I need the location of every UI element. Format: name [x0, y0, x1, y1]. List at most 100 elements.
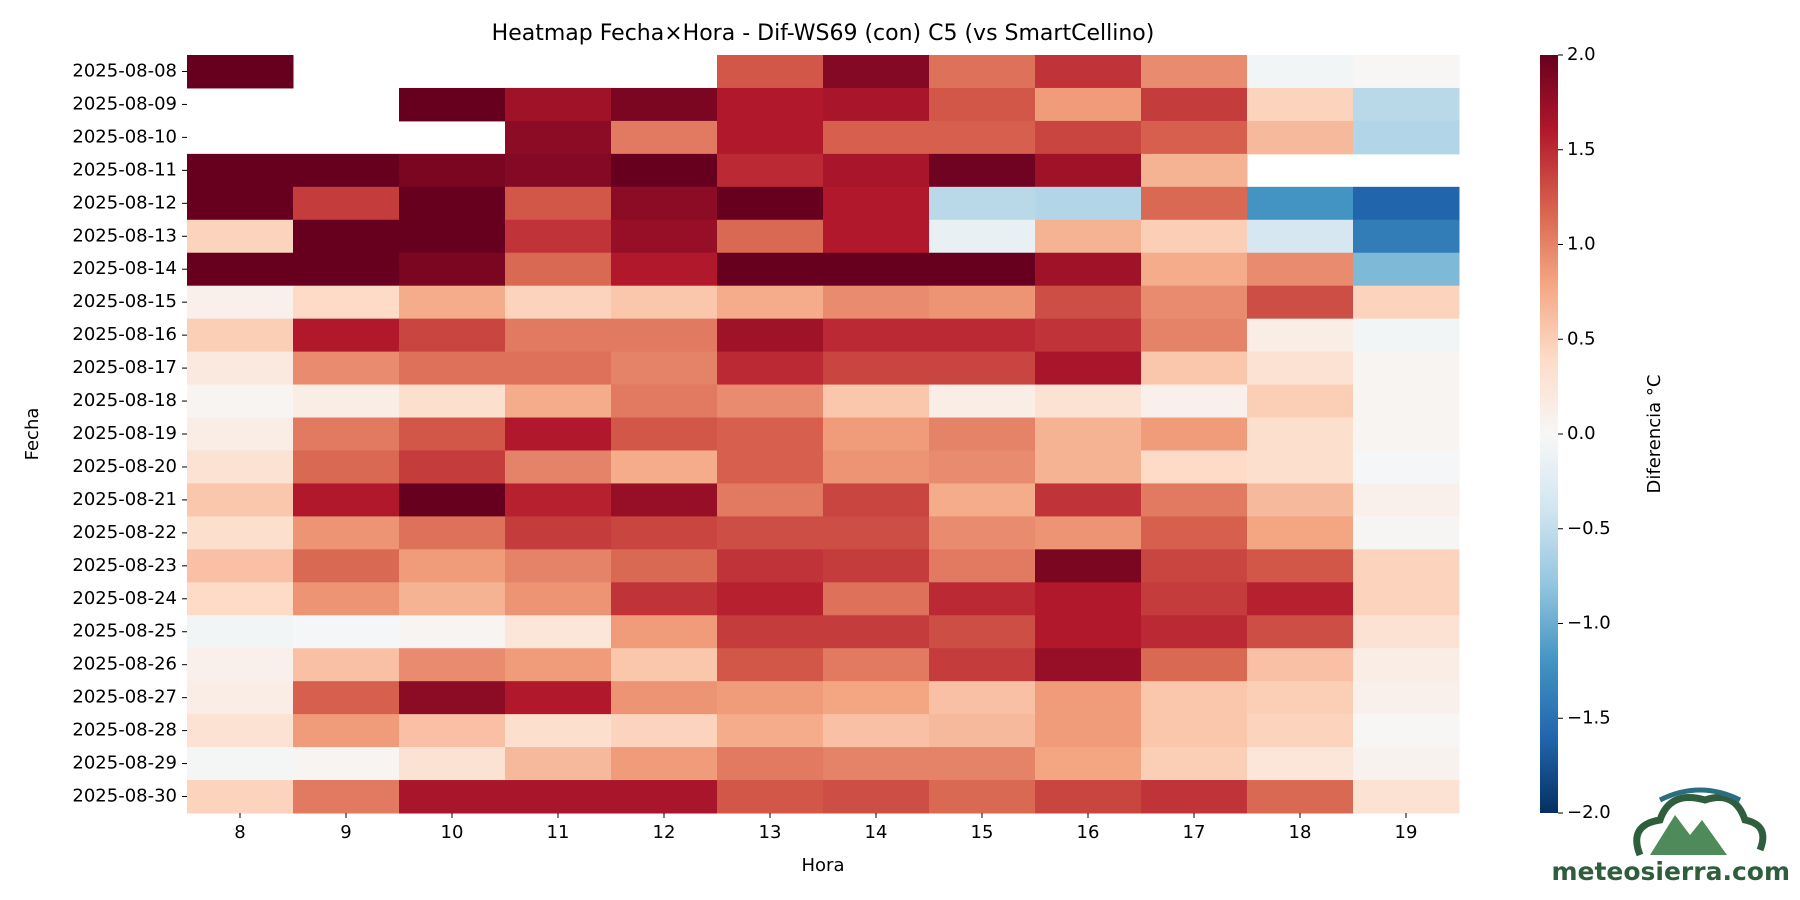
- heatmap-cell: [1035, 516, 1142, 550]
- heatmap-cell: [611, 318, 718, 353]
- y-tick-label: 2025-08-08: [72, 60, 177, 81]
- heatmap-cell: [505, 747, 612, 781]
- heatmap-cell: [1353, 549, 1460, 583]
- colorbar-tick-label: −1.0: [1567, 613, 1611, 634]
- x-tick-label: 8: [234, 822, 245, 843]
- heatmap-cell: [1247, 582, 1354, 616]
- heatmap-cell: [1353, 384, 1460, 419]
- heatmap-cell: [293, 351, 400, 386]
- colorbar-tick-label: 1.0: [1567, 234, 1596, 255]
- y-tick-label: 2025-08-30: [72, 786, 177, 807]
- heatmap-cell: [611, 747, 718, 781]
- heatmap-cell: [399, 714, 506, 748]
- heatmap-cell: [823, 747, 930, 781]
- heatmap-cell: [293, 648, 400, 682]
- heatmap-cell: [1141, 87, 1248, 122]
- y-tick-label: 2025-08-17: [72, 357, 177, 378]
- heatmap-cell: [505, 318, 612, 353]
- heatmap-cell: [293, 615, 400, 649]
- heatmap-cell: [823, 153, 930, 188]
- heatmap-cell: [293, 714, 400, 748]
- heatmap-cell: [611, 417, 718, 451]
- heatmap-cell: [929, 252, 1036, 287]
- heatmap-cell: [929, 714, 1036, 748]
- heatmap-cell: [187, 549, 294, 583]
- y-tick-label: 2025-08-16: [72, 324, 177, 345]
- heatmap-cell: [717, 648, 824, 682]
- y-tick-label: 2025-08-28: [72, 720, 177, 741]
- heatmap-cell: [929, 450, 1036, 484]
- heatmap-cell: [929, 648, 1036, 682]
- heatmap-cell: [929, 681, 1036, 715]
- heatmap-cell: [293, 450, 400, 484]
- heatmap-cell: [505, 615, 612, 649]
- heatmap-cell: [611, 87, 718, 122]
- heatmap-cell: [187, 648, 294, 682]
- heatmap-cell: [1353, 615, 1460, 649]
- heatmap-cell: [399, 351, 506, 386]
- heatmap-cell: [1035, 780, 1142, 814]
- heatmap-cell: [1247, 450, 1354, 484]
- heatmap-cell: [1141, 55, 1248, 89]
- y-tick-label: 2025-08-29: [72, 753, 177, 774]
- heatmap-cell: [505, 252, 612, 287]
- heatmap-cell: [399, 747, 506, 781]
- heatmap-cell: [1247, 318, 1354, 353]
- heatmap-cell: [1141, 252, 1248, 287]
- heatmap-cell: [717, 582, 824, 616]
- heatmap-cell: [929, 747, 1036, 781]
- heatmap-cell: [399, 483, 506, 517]
- heatmap-cell: [611, 681, 718, 715]
- heatmap-cell: [611, 120, 718, 155]
- heatmap-cell: [717, 120, 824, 155]
- heatmap-cell: [611, 582, 718, 616]
- heatmap-cell: [611, 615, 718, 649]
- heatmap-cell: [717, 351, 824, 386]
- heatmap-cell: [505, 483, 612, 517]
- heatmap-cell: [717, 219, 824, 254]
- heatmap-cell: [187, 351, 294, 386]
- colorbar-tick-label: −2.0: [1567, 802, 1611, 823]
- heatmap-cell: [1141, 219, 1248, 254]
- heatmap-cell: [1035, 384, 1142, 419]
- heatmap-cell: [1353, 582, 1460, 616]
- heatmap-cell: [611, 714, 718, 748]
- heatmap-cell: [823, 120, 930, 155]
- heatmap-cell: [399, 219, 506, 254]
- colorbar: [1540, 55, 1558, 813]
- heatmap-cell: [823, 351, 930, 386]
- heatmap-cell: [717, 615, 824, 649]
- heatmap-cell: [187, 219, 294, 254]
- heatmap-cell: [505, 681, 612, 715]
- heatmap-cell: [1035, 153, 1142, 188]
- heatmap-cell: [399, 450, 506, 484]
- heatmap-cell: [1141, 153, 1248, 188]
- heatmap-cell: [1247, 252, 1354, 287]
- heatmap-cell: [1035, 87, 1142, 122]
- heatmap-cell: [399, 549, 506, 583]
- heatmap-cell: [1247, 516, 1354, 550]
- heatmap-cell: [1247, 483, 1354, 517]
- heatmap-cell: [505, 516, 612, 550]
- heatmap-cell: [1247, 648, 1354, 682]
- x-tick-label: 10: [441, 822, 464, 843]
- y-tick-label: 2025-08-11: [72, 159, 177, 180]
- colorbar-tick-label: 2.0: [1567, 44, 1596, 65]
- heatmap-cell: [1247, 615, 1354, 649]
- y-tick-label: 2025-08-13: [72, 225, 177, 246]
- heatmap-cell: [1247, 120, 1354, 155]
- heatmap-cell: [611, 285, 718, 320]
- heatmap-cell: [505, 549, 612, 583]
- heatmap-cell: [1035, 549, 1142, 583]
- heatmap-cell: [187, 285, 294, 320]
- heatmap-cell: [717, 252, 824, 287]
- heatmap-cell: [1247, 87, 1354, 122]
- x-axis-label: Hora: [802, 855, 845, 876]
- heatmap-cell: [1141, 285, 1248, 320]
- heatmap-cell: [1035, 219, 1142, 254]
- heatmap-cell: [505, 714, 612, 748]
- heatmap-cell: [505, 120, 612, 155]
- heatmap-cell: [1247, 747, 1354, 781]
- heatmap-cell: [1247, 681, 1354, 715]
- heatmap-cell: [1353, 747, 1460, 781]
